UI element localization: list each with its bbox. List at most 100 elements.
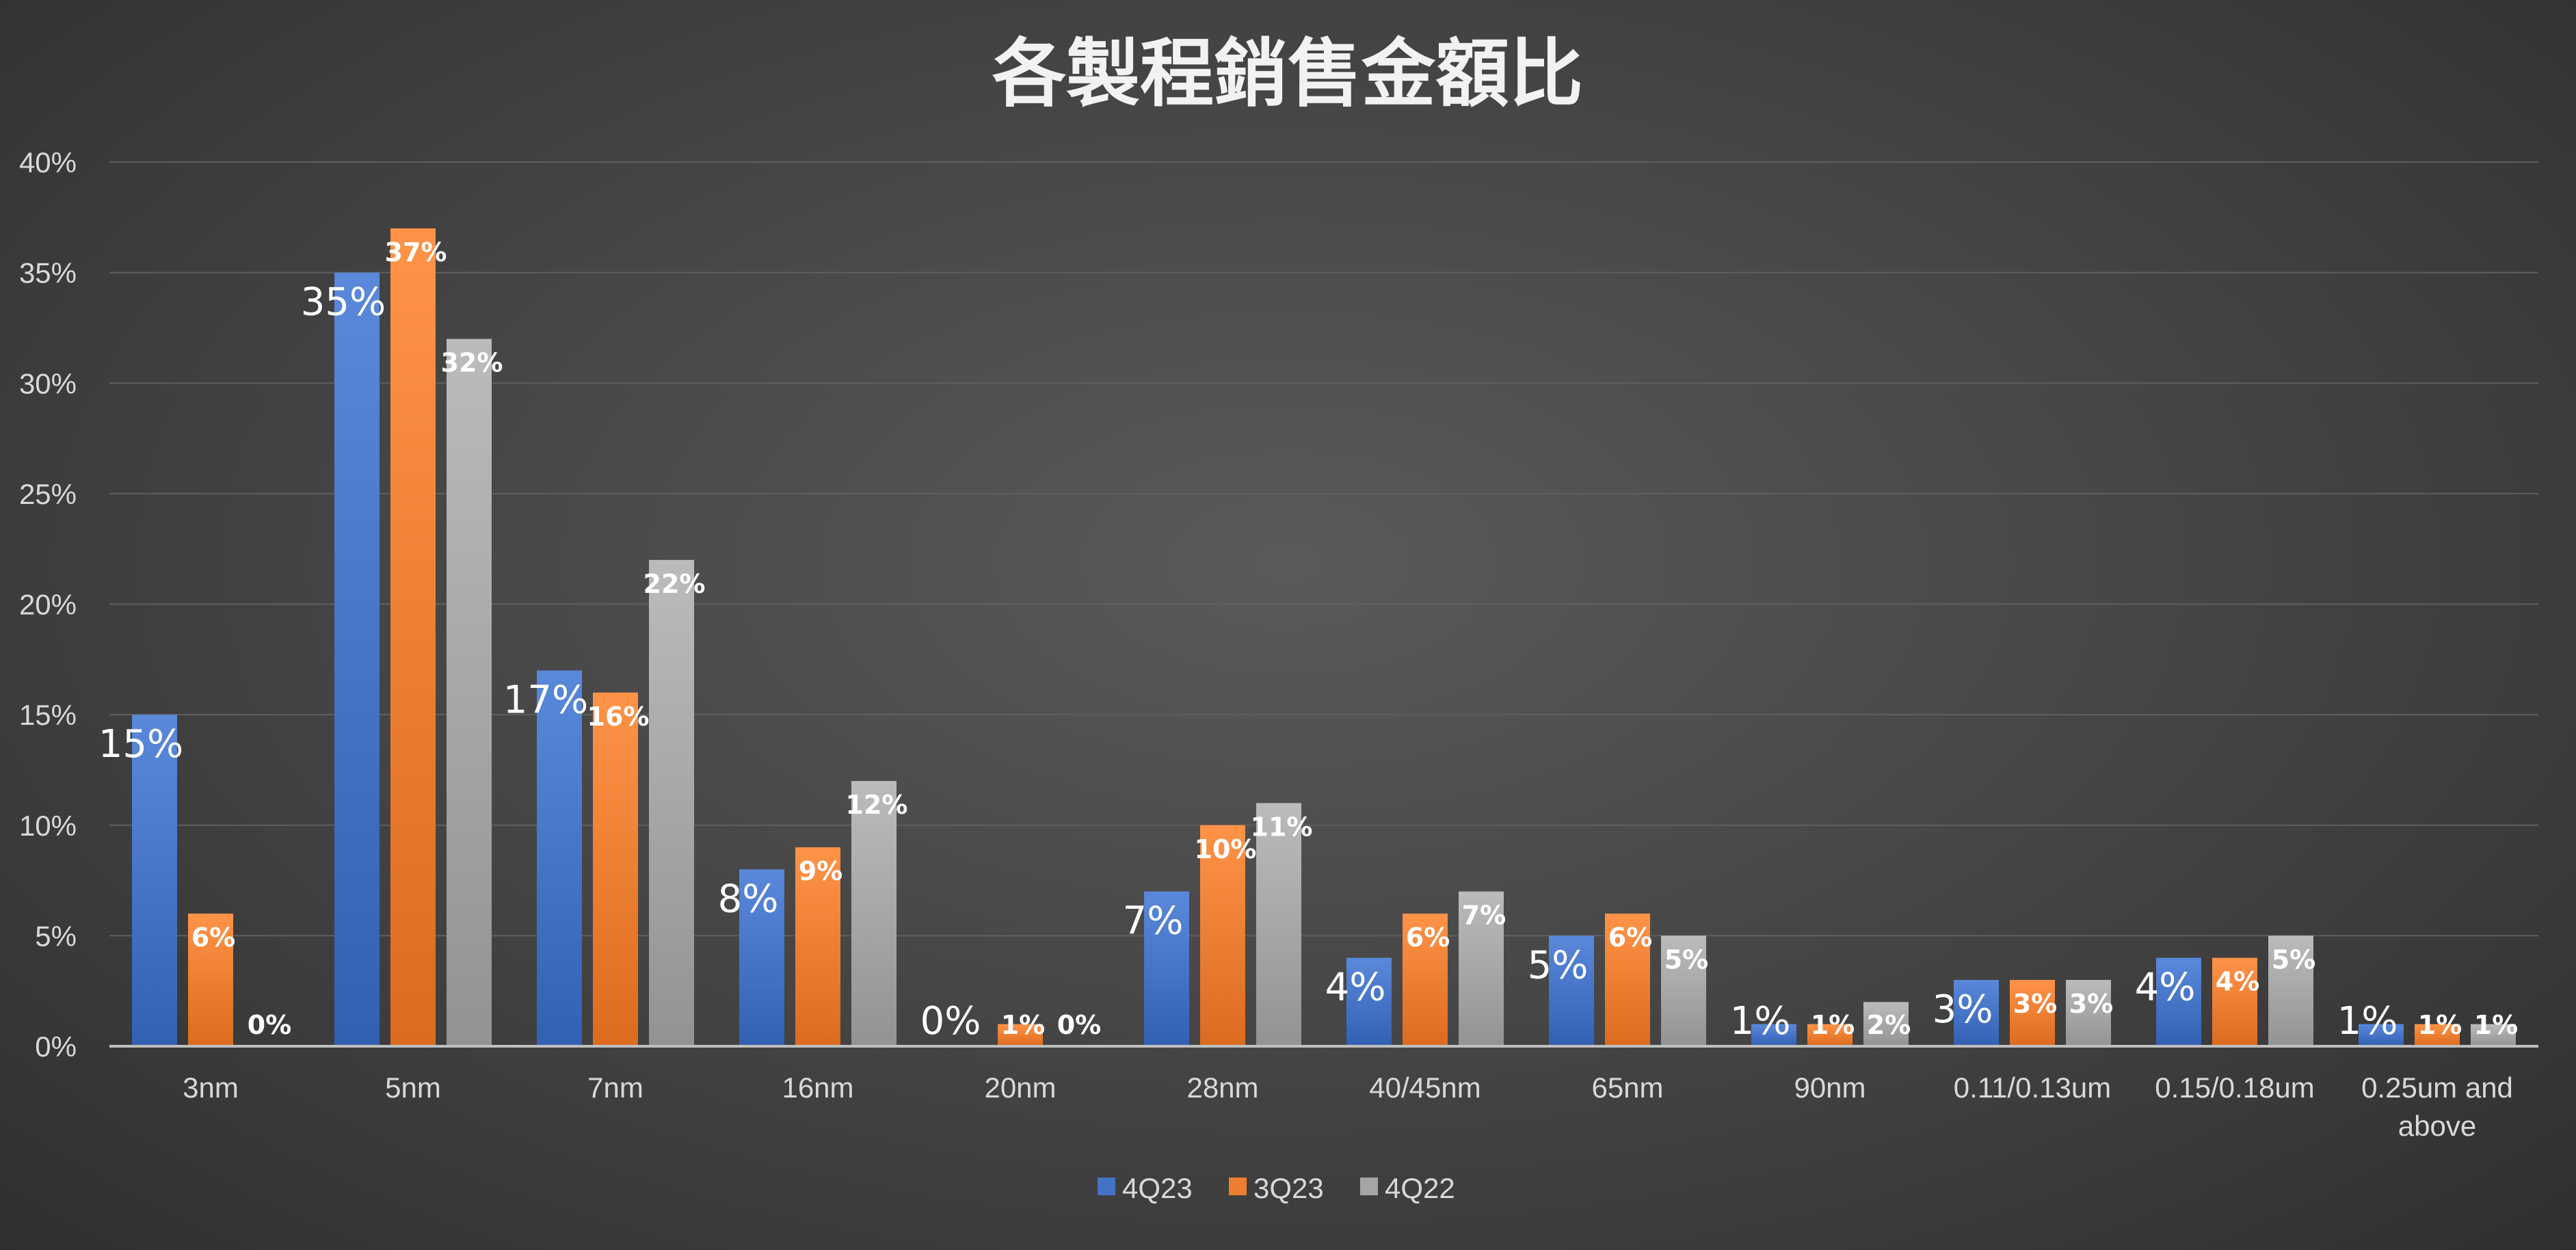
data-label: 35% bbox=[301, 280, 386, 325]
y-tick-label: 35% bbox=[19, 257, 77, 289]
bar-4q22 bbox=[649, 559, 694, 1046]
x-tick-label: 0.15/0.18um bbox=[2155, 1072, 2315, 1104]
bar-3q23 bbox=[390, 228, 436, 1047]
bar-4q22 bbox=[2471, 1024, 2516, 1046]
data-label: 0% bbox=[920, 999, 981, 1043]
y-tick-label: 20% bbox=[19, 589, 77, 621]
y-axis-ticks: 0% 5% 10% 15% 20% 25% 30% 35% 40% bbox=[19, 146, 77, 1063]
bar-4q22 bbox=[2066, 980, 2111, 1046]
data-label: 12% bbox=[846, 790, 908, 820]
bar-4q22 bbox=[851, 781, 897, 1046]
y-tick-label: 10% bbox=[19, 810, 77, 842]
data-label: 0% bbox=[248, 1010, 292, 1040]
data-label: 3% bbox=[1933, 987, 1993, 1032]
legend: 4Q23 3Q23 4Q22 bbox=[1098, 1172, 1455, 1204]
data-label: 6% bbox=[1406, 922, 1450, 953]
bar-3q23 bbox=[188, 914, 233, 1046]
bar-3q23 bbox=[1605, 914, 1650, 1046]
data-label: 7% bbox=[1123, 899, 1184, 944]
y-tick-label: 40% bbox=[19, 146, 77, 178]
data-label: 16% bbox=[587, 702, 650, 732]
y-tick-label: 30% bbox=[19, 367, 77, 399]
legend-label: 4Q22 bbox=[1385, 1172, 1455, 1204]
x-tick-label: 0.25um and above bbox=[2361, 1072, 2513, 1142]
legend-label: 4Q23 bbox=[1122, 1172, 1193, 1204]
data-label: 3% bbox=[2013, 989, 2058, 1019]
x-tick-label: 16nm bbox=[782, 1072, 853, 1104]
bar-4q23 bbox=[2156, 957, 2201, 1046]
data-label: 9% bbox=[799, 856, 843, 886]
data-label: 2% bbox=[1867, 1010, 1911, 1040]
bar-4q23 bbox=[132, 715, 177, 1046]
x-tick-label: 0.11/0.13um bbox=[1954, 1072, 2111, 1104]
data-label: 7% bbox=[1462, 901, 1506, 931]
data-label: 5% bbox=[1664, 944, 1709, 974]
data-label: 0% bbox=[1057, 1010, 1102, 1040]
legend-swatch bbox=[1360, 1178, 1378, 1195]
y-tick-label: 5% bbox=[35, 920, 77, 952]
bar-4q23 bbox=[1549, 935, 1594, 1046]
y-tick-label: 25% bbox=[19, 478, 77, 510]
legend-item-4q23: 4Q23 bbox=[1098, 1172, 1193, 1204]
data-label: 32% bbox=[441, 348, 503, 378]
data-label: 17% bbox=[503, 678, 588, 722]
data-label: 8% bbox=[718, 877, 779, 921]
data-label: 4% bbox=[2135, 966, 2196, 1010]
bar-4q22 bbox=[2268, 935, 2313, 1046]
bar-3q23 bbox=[998, 1024, 1043, 1046]
bar-4q22 bbox=[1256, 803, 1301, 1046]
bar-3q23 bbox=[1403, 914, 1448, 1046]
data-label: 22% bbox=[643, 569, 706, 599]
x-axis-ticks: 3nm 5nm 7nm 16nm 20nm 28nm 40/45nm 65nm 90nm 0.11… bbox=[183, 1072, 2513, 1142]
data-label: 1% bbox=[1730, 999, 1791, 1043]
legend-label: 3Q23 bbox=[1253, 1172, 1324, 1204]
data-label: 11% bbox=[1251, 812, 1313, 842]
data-label: 6% bbox=[191, 922, 236, 953]
legend-swatch bbox=[1098, 1178, 1115, 1195]
data-label: 1% bbox=[2474, 1010, 2519, 1040]
data-label: 5% bbox=[1528, 943, 1589, 987]
bar-3q23 bbox=[593, 692, 638, 1046]
bar-4q23 bbox=[537, 670, 582, 1046]
y-tick-label: 0% bbox=[35, 1030, 77, 1063]
x-tick-label: 90nm bbox=[1794, 1072, 1865, 1104]
data-label: 5% bbox=[2272, 944, 2316, 974]
bar-4q23 bbox=[2359, 1024, 2404, 1046]
bar-4q22 bbox=[1661, 935, 1706, 1046]
bar-4q23 bbox=[334, 272, 380, 1046]
data-label: 37% bbox=[385, 237, 447, 267]
bar-3q23 bbox=[1807, 1024, 1853, 1046]
data-label: 4% bbox=[2216, 967, 2260, 997]
y-tick-label: 15% bbox=[19, 699, 77, 731]
data-label: 10% bbox=[1195, 834, 1257, 864]
legend-item-4q22: 4Q22 bbox=[1360, 1172, 1455, 1204]
x-tick-label: 7nm bbox=[587, 1072, 643, 1104]
data-labels: 15% 6% 0% 35% 37% 32% 17%16% 22% 8% 9% 12% 0% 1% 0% 7%… bbox=[98, 237, 2518, 1043]
bar-4q22 bbox=[447, 338, 492, 1047]
bar-3q23 bbox=[2212, 957, 2257, 1046]
legend-item-3q23: 3Q23 bbox=[1229, 1172, 1324, 1204]
bar-3q23 bbox=[1200, 825, 1245, 1046]
bar-4q23 bbox=[1346, 957, 1392, 1046]
data-label: 1% bbox=[1001, 1010, 1046, 1040]
data-label: 1% bbox=[2418, 1010, 2462, 1040]
bar-4q22 bbox=[1459, 891, 1504, 1046]
x-tick-label: 5nm bbox=[385, 1072, 441, 1104]
bar-4q23 bbox=[1954, 980, 1999, 1046]
data-label: 1% bbox=[1811, 1010, 1855, 1040]
data-label: 6% bbox=[1608, 922, 1653, 953]
data-label: 15% bbox=[98, 722, 183, 767]
x-tick-label: 3nm bbox=[183, 1072, 239, 1104]
bar-4q23 bbox=[1144, 891, 1189, 1046]
legend-swatch bbox=[1229, 1178, 1247, 1195]
x-tick-label: 20nm bbox=[984, 1072, 1056, 1104]
bar-4q22 bbox=[1863, 1002, 1909, 1046]
bar-3q23 bbox=[2415, 1024, 2460, 1046]
x-tick-label: 28nm bbox=[1186, 1072, 1258, 1104]
data-label: 4% bbox=[1325, 966, 1386, 1010]
bar-3q23 bbox=[795, 847, 840, 1046]
bars bbox=[132, 228, 2516, 1047]
x-tick-label: 65nm bbox=[1591, 1072, 1663, 1104]
data-label: 1% bbox=[2337, 999, 2398, 1043]
x-tick-label: 40/45nm bbox=[1369, 1072, 1480, 1104]
